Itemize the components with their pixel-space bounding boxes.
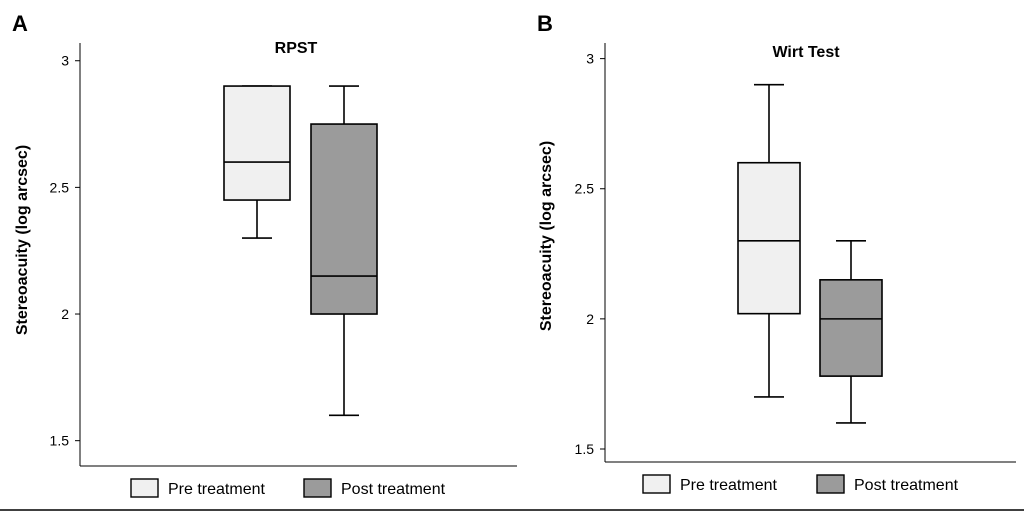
y-axis-label-a: Stereoacuity (log arcsec) bbox=[14, 145, 31, 335]
legend-swatch-post-a bbox=[303, 478, 332, 498]
chart-title-a: RPST bbox=[275, 40, 318, 57]
y-tick-label-b-1: 2 bbox=[586, 311, 594, 327]
y-axis-label-b: Stereoacuity (log arcsec) bbox=[538, 141, 555, 331]
y-tick-label-b-2: 2.5 bbox=[575, 181, 595, 197]
y-tick-label-a-0: 1.5 bbox=[50, 433, 70, 449]
y-tick-label-a-2: 2.5 bbox=[50, 179, 70, 195]
panel-b: B Wirt Test Stereoacuity (log arcsec) 1.… bbox=[537, 11, 1016, 494]
plot-area-a: 1.5 2 2.5 3 bbox=[50, 43, 517, 467]
legend-label-post-b: Post treatment bbox=[854, 477, 959, 494]
panel-a: A RPST Stereoacuity (log arcsec) 1.5 2 2.5… bbox=[12, 11, 517, 498]
y-tick-label-a-1: 2 bbox=[61, 306, 69, 322]
y-tick-label-b-0: 1.5 bbox=[575, 441, 595, 457]
box-b-post bbox=[819, 279, 883, 377]
legend-swatch-pre-a bbox=[130, 478, 159, 498]
plot-area-b: 1.5 2 2.5 3 bbox=[575, 43, 1016, 463]
legend-label-pre-a: Pre treatment bbox=[168, 481, 265, 498]
legend-swatch-post-b bbox=[816, 474, 845, 494]
box-a-pre bbox=[223, 85, 291, 201]
box-a-post bbox=[310, 123, 378, 315]
panel-letter-a: A bbox=[12, 11, 28, 36]
chart-title-b: Wirt Test bbox=[772, 44, 840, 61]
y-tick-label-a-3: 3 bbox=[61, 53, 69, 69]
panel-letter-b: B bbox=[537, 11, 553, 36]
legend-label-post-a: Post treatment bbox=[341, 481, 446, 498]
legend-swatch-pre-b bbox=[642, 474, 671, 494]
y-tick-label-b-3: 3 bbox=[586, 51, 594, 67]
box-b-pre bbox=[737, 161, 801, 315]
legend-b: Pre treatment Post treatment bbox=[642, 474, 959, 494]
legend-label-pre-b: Pre treatment bbox=[680, 477, 777, 494]
legend-a: Pre treatment Post treatment bbox=[130, 478, 446, 498]
